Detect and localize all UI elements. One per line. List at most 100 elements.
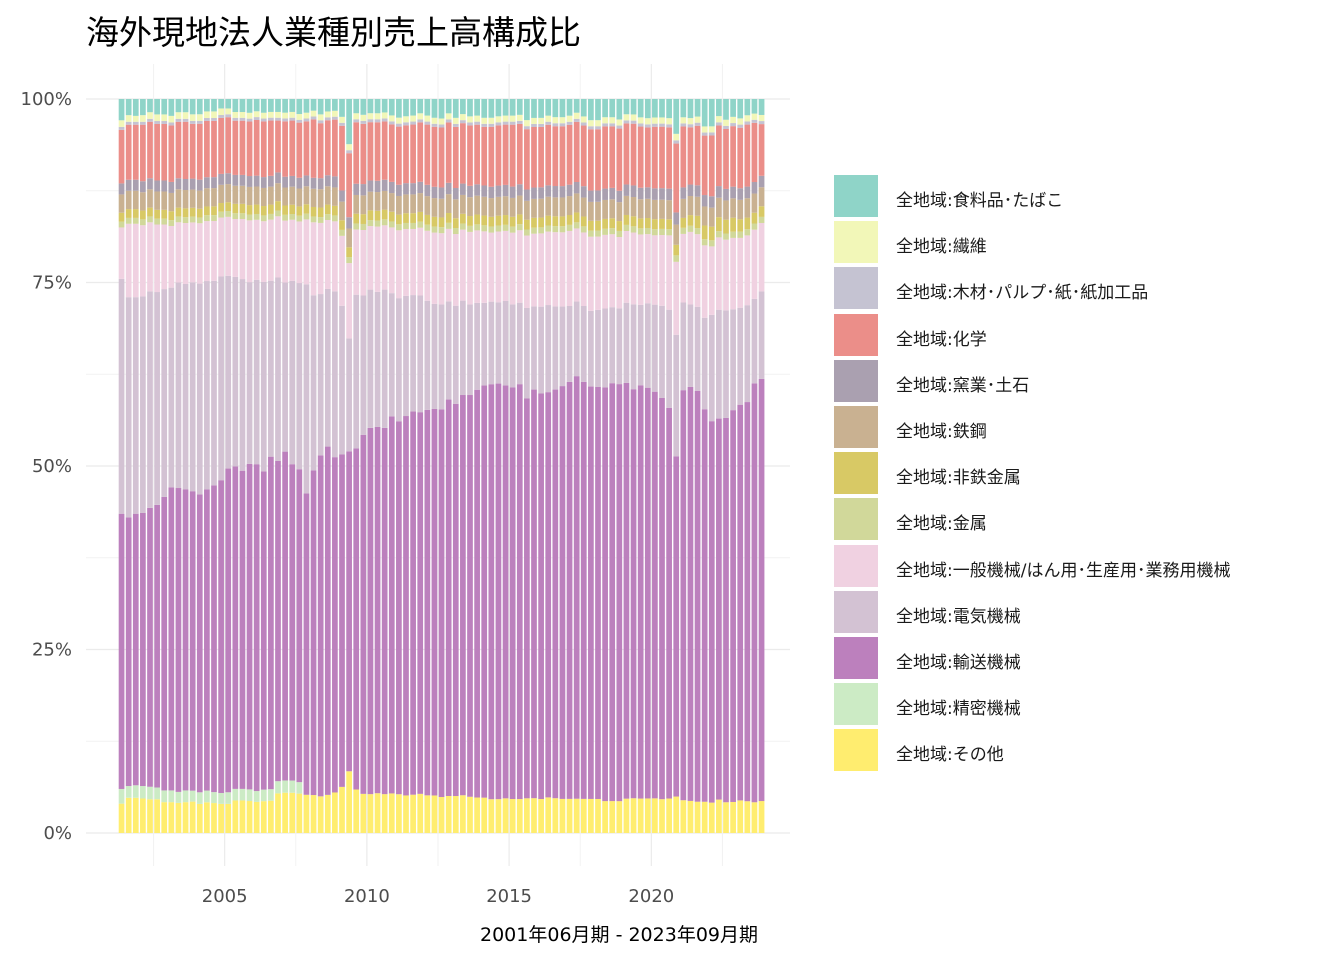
bar-segment: [701, 225, 708, 240]
bar-segment: [147, 207, 153, 217]
y-tick-label: 50%: [32, 456, 72, 477]
bar-segment: [452, 188, 459, 200]
bar-segment: [289, 780, 296, 793]
bar-segment: [147, 799, 153, 833]
bar-segment: [623, 231, 630, 303]
bar-segment: [666, 798, 672, 833]
bar-segment: [602, 99, 608, 118]
bar-segment: [125, 223, 132, 298]
bar-segment: [552, 197, 559, 217]
bar-segment: [289, 111, 296, 118]
bar-segment: [332, 792, 338, 833]
bar-segment: [303, 99, 310, 113]
bar-segment: [737, 127, 744, 189]
bar-segment: [723, 802, 729, 833]
bar-segment: [289, 792, 296, 833]
bar-segment: [652, 99, 658, 118]
bar-segment: [758, 216, 765, 223]
bar-segment: [509, 304, 516, 388]
bar-segment: [545, 121, 552, 125]
bar-segment: [445, 182, 452, 195]
bar-segment: [140, 786, 146, 799]
bar-segment: [573, 376, 580, 799]
bar-segment: [289, 99, 296, 112]
bar-segment: [353, 119, 360, 123]
bar-segment: [196, 792, 203, 804]
bar-segment: [125, 121, 132, 125]
bar-segment: [332, 176, 338, 188]
bar-segment: [168, 790, 175, 803]
bar-segment: [616, 190, 623, 203]
bar-segment: [396, 123, 402, 127]
bar-segment: [566, 99, 573, 116]
bar-segment: [751, 113, 758, 120]
bar-segment: [275, 117, 281, 121]
bar-segment: [659, 305, 665, 398]
bar-segment: [324, 175, 331, 187]
bar-segment: [588, 126, 594, 130]
bar-segment: [424, 99, 431, 116]
bar-segment: [438, 187, 445, 199]
bar-segment: [694, 215, 701, 229]
bar-segment: [644, 99, 651, 119]
bar-segment: [488, 117, 495, 124]
bar-segment: [687, 196, 694, 216]
bar-segment: [538, 117, 544, 124]
bar-segment: [189, 216, 196, 223]
bar-segment: [225, 211, 232, 217]
bar-segment: [253, 279, 260, 465]
bar-segment: [218, 108, 224, 116]
bar-segment: [396, 117, 402, 124]
bar-segment: [673, 212, 680, 225]
bar-segment: [460, 300, 466, 396]
bar-segment: [182, 208, 189, 218]
bar-segment: [673, 143, 680, 213]
bar-segment: [253, 791, 260, 802]
x-tick-label: 2010: [344, 886, 390, 907]
bar-segment: [239, 203, 246, 214]
bar-segment: [723, 99, 729, 120]
bar-segment: [367, 113, 374, 120]
bar-segment: [161, 114, 168, 122]
bar-segment: [118, 99, 125, 121]
bar-segment: [232, 112, 239, 118]
bar-segment: [218, 480, 224, 793]
bar-segment: [481, 797, 488, 833]
bar-segment: [730, 126, 736, 187]
bar-segment: [467, 125, 473, 186]
bar-segment: [744, 115, 751, 122]
bar-segment: [602, 126, 608, 189]
bar-segment: [367, 180, 374, 192]
bar-segment: [303, 112, 310, 119]
bar-segment: [367, 119, 374, 123]
bar-segment: [403, 122, 409, 126]
bar-segment: [125, 517, 132, 787]
bar-segment: [580, 216, 587, 227]
bar-segment: [573, 112, 580, 119]
bar-segment: [374, 793, 381, 833]
bar-segment: [509, 124, 516, 187]
bar-segment: [516, 195, 523, 215]
bar-segment: [417, 221, 424, 228]
bar-segment: [147, 112, 153, 119]
bar-segment: [637, 234, 644, 305]
bar-segment: [659, 799, 665, 833]
bar-segment: [623, 120, 630, 124]
bar-segment: [410, 213, 416, 223]
bar-segment: [588, 129, 594, 191]
bar-segment: [218, 217, 224, 277]
bar-segment: [424, 196, 431, 215]
bar-segment: [182, 118, 189, 122]
bar-segment: [282, 112, 288, 119]
bar-segment: [460, 223, 466, 230]
bar-segment: [438, 217, 445, 228]
bar-segment: [268, 280, 274, 457]
bar-segment: [161, 496, 168, 791]
bar-segment: [125, 297, 132, 518]
bar-segment: [346, 99, 352, 145]
bar-segment: [616, 128, 623, 191]
bar-segment: [417, 211, 424, 222]
bar-segment: [424, 115, 431, 122]
bar-segment: [460, 120, 466, 124]
bar-segment: [125, 786, 132, 798]
